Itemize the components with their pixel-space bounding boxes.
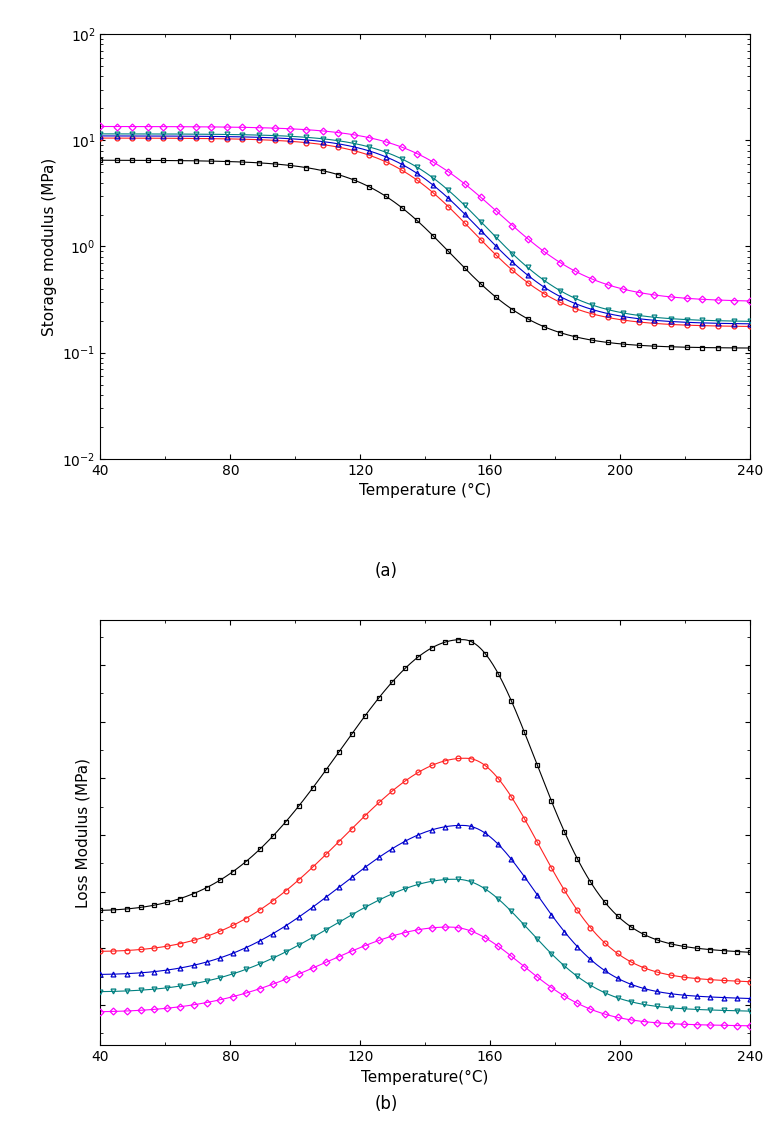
Text: (b): (b) [375, 1095, 398, 1113]
X-axis label: Temperature(°C): Temperature(°C) [362, 1069, 489, 1085]
Y-axis label: Loss Modulus (MPa): Loss Modulus (MPa) [75, 758, 90, 908]
Text: (a): (a) [375, 562, 398, 580]
X-axis label: Temperature (°C): Temperature (°C) [359, 483, 492, 499]
Y-axis label: Storage modulus (MPa): Storage modulus (MPa) [42, 158, 57, 335]
